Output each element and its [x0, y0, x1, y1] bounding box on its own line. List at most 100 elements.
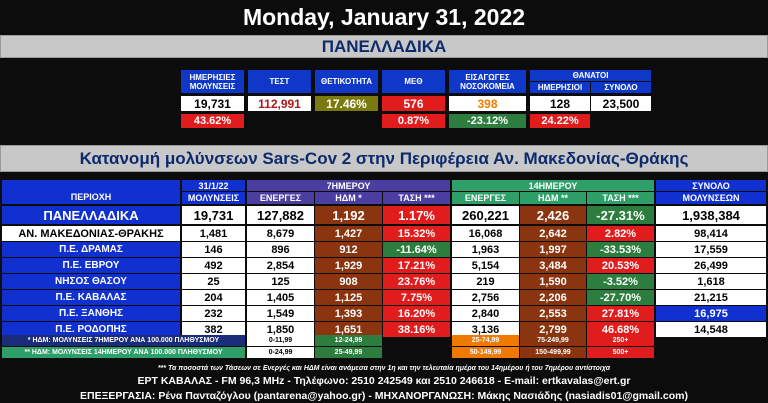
cell-t14: 46.68%	[587, 322, 654, 337]
regional-banner: Κατανομή μολύνσεων Sars-Cov 2 στην Περιφ…	[0, 145, 768, 172]
cell-h14: 2,642	[520, 226, 586, 241]
footer-contact: ΕΡΤ ΚΑΒΑΛΑΣ - FM 96,3 MHz - Τηλέφωνο: 25…	[137, 375, 631, 387]
change-admissions: -23.12%	[449, 114, 526, 128]
cell-tot: 1,618	[656, 274, 766, 289]
legend-14day-label: ** ΗΔΜ: ΜΟΛΥΝΣΕΙΣ 14ΗΜΕΡΟΥ ΑΝΑ 100.000 Π…	[2, 347, 245, 358]
change-daily-infections: 43.62%	[181, 114, 244, 128]
cell-t14: 27.81%	[587, 306, 654, 321]
cell-inf: 232	[182, 306, 245, 321]
national-banner: ΠΑΝΕΛΛΑΔΙΚΑ	[0, 35, 768, 58]
cell-t7: 16.20%	[383, 306, 450, 321]
cell-tot: 17,559	[656, 242, 766, 257]
legend14-level-1: 0-24,99	[247, 347, 314, 358]
cell-a14: 3,136	[452, 322, 519, 337]
row-area-name: ΝΗΣΟΣ ΘΑΣΟΥ	[2, 274, 180, 289]
cell-t7: 7.75%	[383, 290, 450, 305]
cell-a7: 896	[247, 242, 314, 257]
col-active14-header: ΕΝΕΡΓΕΣ	[452, 192, 519, 204]
cell-t7: 15.32%	[383, 226, 450, 241]
legend7-level-2: 12-24,99	[315, 335, 382, 346]
legend14-level-5: 500+	[587, 347, 654, 358]
cell-tot: 1,938,384	[656, 206, 766, 224]
cell-inf: 146	[182, 242, 245, 257]
header-positivity: ΘΕΤΙΚΟΤΗΤΑ	[315, 70, 378, 93]
row-area-name: Π.Ε. ΡΟΔΟΠΗΣ	[2, 322, 180, 337]
col-trend7-header: ΤΑΣΗ ***	[383, 192, 450, 204]
cell-a7: 1,850	[247, 322, 314, 337]
row-area-name: Π.Ε. ΞΑΝΘΗΣ	[2, 306, 180, 321]
cell-t7: 23.76%	[383, 274, 450, 289]
group-total-header: ΣΥΝΟΛΟ	[656, 180, 766, 191]
value-deaths-daily: 128	[530, 96, 590, 111]
cell-tot: 14,548	[656, 322, 766, 337]
col-trend14-header: ΤΑΣΗ ***	[587, 192, 654, 204]
cell-a7: 1,405	[247, 290, 314, 305]
header-tests: ΤΕΣΤ	[248, 70, 311, 93]
cell-h14: 3,484	[520, 258, 586, 273]
cell-a14: 16,068	[452, 226, 519, 241]
cell-t7: -11.64%	[383, 242, 450, 257]
cell-a14: 2,840	[452, 306, 519, 321]
header-admissions: ΕΙΣΑΓΩΓΕΣ ΝΟΣΟΚΟΜΕΙΑ	[449, 70, 526, 93]
row-area-name: ΑΝ. ΜΑΚΕΔΟΝΙΑΣ-ΘΡΑΚΗΣ	[2, 226, 180, 241]
trend-footnote: *** Τα ποσοστά των Τάσεων σε Ενεργές και…	[157, 365, 611, 372]
cell-t7: 1.17%	[383, 206, 450, 224]
cell-inf: 19,731	[182, 206, 245, 224]
cell-h7: 1,929	[315, 258, 382, 273]
row-area-name: Π.Ε. ΚΑΒΑΛΑΣ	[2, 290, 180, 305]
cell-t7: 17.21%	[383, 258, 450, 273]
cell-inf: 25	[182, 274, 245, 289]
cell-h7: 1,125	[315, 290, 382, 305]
header-deaths: ΘΑΝΑΤΟΙ	[530, 70, 651, 81]
footer-credits: ΕΠΕΞΕΡΓΑΣΙΑ: Ρένα Πανταζόγλου (pantarena…	[80, 390, 688, 402]
cell-h7: 1,192	[315, 206, 382, 224]
cell-h7: 1,651	[315, 322, 382, 337]
cell-h7: 912	[315, 242, 382, 257]
col-area-header: ΠΕΡΙΟΧΗ	[2, 180, 180, 204]
change-deaths-daily: 24.22%	[530, 114, 590, 128]
legend-7day-label: * ΗΔΜ: ΜΟΛΥΝΣΕΙΣ 7ΗΜΕΡΟΥ ΑΝΑ 100.000 ΠΛΗ…	[2, 335, 245, 346]
cell-t14: 2.82%	[587, 226, 654, 241]
page-title: Monday, January 31, 2022	[242, 4, 526, 30]
header-daily-infections: ΗΜΕΡΗΣΙΕΣ ΜΟΛΥΝΣΕΙΣ	[181, 70, 244, 93]
group-7day-header: 7ΗΜΕΡΟΥ	[247, 180, 450, 191]
value-admissions: 398	[449, 96, 526, 111]
cell-a14: 260,221	[452, 206, 519, 224]
value-deaths-total: 23,500	[591, 96, 651, 111]
value-daily-infections: 19,731	[181, 96, 244, 111]
header-deaths-total: ΣΥΝΟΛΟ	[591, 82, 651, 93]
cell-a14: 1,963	[452, 242, 519, 257]
legend14-level-4: 150-499,99	[520, 347, 586, 358]
header-icu: ΜΕΘ	[382, 70, 445, 93]
header-deaths-daily: ΗΜΕΡΗΣΙΟΙ	[530, 82, 590, 93]
cell-h14: 1,590	[520, 274, 586, 289]
cell-h7: 908	[315, 274, 382, 289]
cell-t7: 38.16%	[383, 322, 450, 337]
cell-inf: 382	[182, 322, 245, 337]
cell-h14: 2,553	[520, 306, 586, 321]
cell-a7: 8,679	[247, 226, 314, 241]
legend14-level-2: 25-49,99	[315, 347, 382, 358]
legend7-level-3: 25-74,99	[452, 335, 519, 346]
cell-h7: 1,427	[315, 226, 382, 241]
legend7-level-1: 0-11,99	[247, 335, 314, 346]
cell-t14: -27.70%	[587, 290, 654, 305]
cell-inf: 492	[182, 258, 245, 273]
value-positivity: 17.46%	[315, 96, 378, 111]
cell-a7: 125	[247, 274, 314, 289]
legend7-level-4: 75-249,99	[520, 335, 586, 346]
cell-a7: 1,549	[247, 306, 314, 321]
cell-inf: 204	[182, 290, 245, 305]
cell-a14: 219	[452, 274, 519, 289]
cell-tot: 26,499	[656, 258, 766, 273]
legend7-level-5: 250+	[587, 335, 654, 346]
cell-h14: 2,206	[520, 290, 586, 305]
cell-a7: 127,882	[247, 206, 314, 224]
cell-t14: -27.31%	[587, 206, 654, 224]
col-date-header: 31/1/22	[182, 180, 245, 191]
col-infections-header: ΜΟΛΥΝΣΕΙΣ	[182, 192, 245, 204]
value-tests: 112,991	[248, 96, 311, 111]
cell-tot: 16,975	[656, 306, 766, 321]
cell-a7: 2,854	[247, 258, 314, 273]
col-ihdm7-header: ΗΔΜ *	[315, 192, 382, 204]
